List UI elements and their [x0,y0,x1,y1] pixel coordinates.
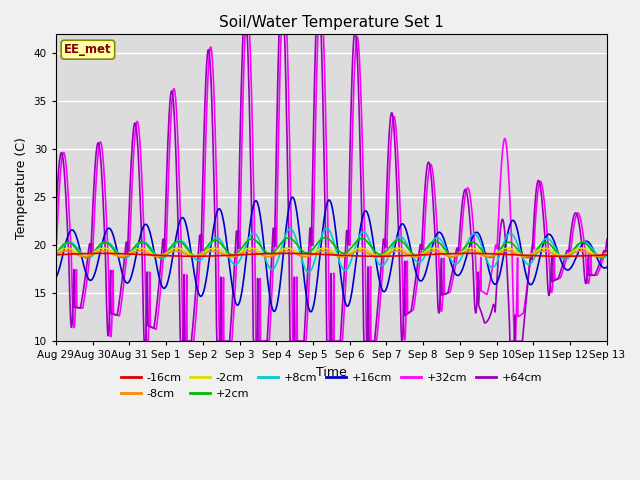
Legend: -16cm, -8cm, -2cm, +2cm, +8cm, +16cm, +32cm, +64cm: -16cm, -8cm, -2cm, +2cm, +8cm, +16cm, +3… [116,369,547,403]
+16cm [603,264,611,270]
Line: +64cm: +64cm [56,34,607,341]
-16cm [98,251,106,256]
-2cm [467,245,475,251]
+64cm [141,338,148,344]
+32cm [287,181,294,187]
+16cm [308,308,316,314]
-16cm [95,251,102,256]
+16cm [286,201,294,207]
+2cm [603,251,611,257]
+8cm [117,253,125,259]
+16cm [289,194,296,200]
+8cm [297,253,305,259]
Line: -8cm: -8cm [56,251,607,257]
+64cm [366,338,374,344]
-2cm [117,253,125,259]
-16cm [52,252,60,258]
-8cm [603,252,611,257]
+8cm [603,253,611,259]
-16cm [557,253,565,259]
+16cm [298,250,305,255]
+64cm [603,237,611,242]
-16cm [298,251,305,256]
-2cm [307,252,315,257]
+32cm [95,147,102,153]
-8cm [366,252,374,257]
-2cm [603,250,611,256]
+2cm [597,255,605,261]
+32cm [143,338,150,344]
-16cm [117,251,125,257]
-2cm [365,249,373,254]
+2cm [297,247,305,252]
+64cm [52,213,60,219]
+8cm [286,226,294,232]
X-axis label: Time: Time [316,366,347,379]
+64cm [298,338,306,344]
+64cm [117,287,125,292]
-16cm [603,252,611,258]
+8cm [366,240,374,245]
-2cm [286,246,294,252]
-16cm [307,251,315,257]
+8cm [52,252,60,258]
+64cm [95,140,102,146]
+2cm [321,235,329,240]
-8cm [52,252,60,257]
Line: +32cm: +32cm [56,34,607,341]
-16cm [286,251,294,256]
-16cm [366,253,374,259]
+64cm [287,338,294,344]
-8cm [287,249,294,254]
-2cm [95,247,102,252]
+2cm [117,254,125,260]
+8cm [307,267,315,273]
+8cm [323,226,331,231]
+16cm [307,309,315,315]
+2cm [286,235,294,241]
Line: +8cm: +8cm [56,228,607,272]
Line: -16cm: -16cm [56,253,607,256]
Line: -2cm: -2cm [56,248,607,256]
+16cm [52,275,60,280]
-8cm [308,252,316,258]
Text: EE_met: EE_met [64,43,112,56]
-2cm [486,253,493,259]
Title: Soil/Water Temperature Set 1: Soil/Water Temperature Set 1 [219,15,444,30]
+2cm [52,251,60,257]
Y-axis label: Temperature (C): Temperature (C) [15,137,28,239]
+32cm [603,252,611,258]
-8cm [117,254,125,260]
+32cm [117,304,125,310]
+16cm [117,265,125,271]
-8cm [136,248,143,254]
Line: +2cm: +2cm [56,238,607,258]
-2cm [297,252,305,258]
-8cm [154,254,162,260]
+64cm [308,221,316,227]
+16cm [366,220,374,226]
+2cm [366,242,374,248]
+2cm [307,248,315,254]
+8cm [95,246,102,252]
+32cm [308,225,316,231]
+32cm [52,252,60,258]
-2cm [52,250,60,256]
-8cm [95,249,102,255]
+2cm [95,243,102,249]
-8cm [298,253,306,259]
Line: +16cm: +16cm [56,197,607,312]
+32cm [298,338,306,344]
+8cm [305,269,312,275]
+32cm [366,290,374,296]
+32cm [241,31,249,37]
+16cm [95,257,102,263]
+64cm [239,31,247,37]
